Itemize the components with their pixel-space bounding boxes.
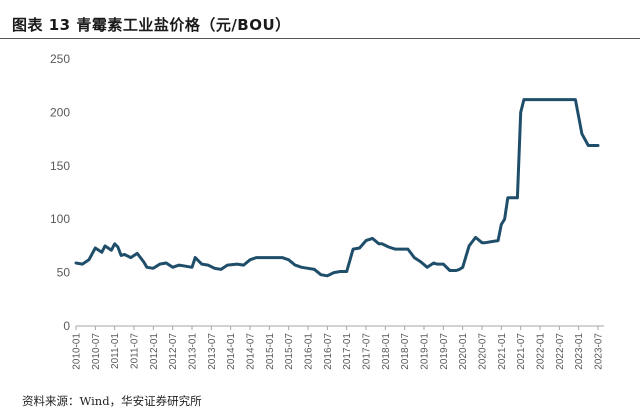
x-tick-label: 2014-01	[226, 333, 237, 370]
x-tick-label: 2019-07	[439, 333, 450, 370]
x-tick-label: 2017-07	[362, 333, 373, 370]
x-tick-label: 2015-07	[284, 333, 295, 370]
x-tick-label: 2010-01	[72, 333, 83, 370]
x-tick-label: 2015-01	[265, 333, 276, 370]
chart-title: 图表 13 青霉素工业盐价格（元/BOU）	[12, 16, 291, 34]
y-tick-label: 0	[63, 319, 70, 333]
x-tick-label: 2018-07	[400, 333, 411, 370]
x-tick-label: 2020-01	[458, 333, 469, 370]
x-axis: 2010-01 2010-07 2011-01 2011-07 2012-01 2012-…	[72, 326, 605, 370]
y-axis: 0 50 100 150 200 250	[50, 52, 604, 333]
x-tick-label: 2023-07	[594, 333, 605, 370]
x-tick-label: 2023-01	[574, 333, 585, 370]
x-tick-label: 2018-01	[381, 333, 392, 370]
x-tick-label: 2014-07	[246, 333, 257, 370]
x-tick-label: 2019-01	[420, 333, 431, 370]
x-tick-label: 2012-01	[149, 333, 160, 370]
x-tick-label: 2022-07	[555, 333, 566, 370]
x-tick-label: 2016-07	[323, 333, 334, 370]
x-tick-label: 2013-01	[188, 333, 199, 370]
x-tick-label: 2011-07	[130, 333, 141, 369]
series-line	[74, 98, 600, 278]
x-tick-label: 2013-07	[207, 333, 218, 370]
x-tick-label: 2017-01	[342, 333, 353, 370]
title-divider	[0, 38, 640, 39]
y-tick-label: 50	[57, 266, 71, 280]
x-tick-label: 2021-01	[497, 333, 508, 370]
source-note: 资料来源：Wind，华安证券研究所	[22, 394, 202, 408]
x-tick-label: 2012-07	[168, 333, 179, 370]
x-tick-label: 2022-01	[536, 333, 547, 370]
y-tick-label: 250	[50, 52, 70, 66]
y-tick-label: 200	[50, 105, 70, 119]
x-tick-label: 2021-07	[516, 333, 527, 370]
y-tick-label: 100	[50, 212, 70, 226]
x-tick-label: 2010-07	[91, 333, 102, 370]
x-tick-label: 2016-01	[304, 333, 315, 370]
x-tick-label: 2020-07	[478, 333, 489, 370]
y-tick-label: 150	[50, 159, 70, 173]
x-tick-label: 2011-01	[110, 333, 121, 369]
